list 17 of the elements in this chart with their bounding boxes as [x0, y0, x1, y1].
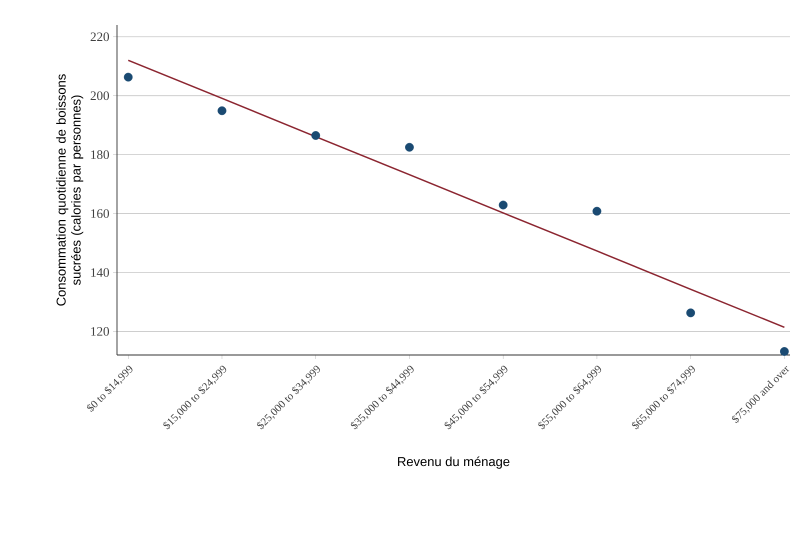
- point: [405, 142, 414, 152]
- point: [311, 131, 320, 140]
- y-tick-label: 120: [91, 327, 110, 336]
- point: [780, 347, 789, 356]
- y-tick-label: 200: [90, 91, 110, 100]
- y-tick-label: 220: [90, 32, 110, 42]
- y-axis-title: Consommation quotidienne de boissons sucrées (calories par personnes): [56, 74, 84, 306]
- y-tick-label: 180: [91, 150, 110, 160]
- point: [498, 200, 508, 210]
- point: [124, 72, 133, 82]
- point: [592, 206, 602, 216]
- point: [218, 106, 226, 116]
- line-series: [128, 60, 786, 328]
- x-axis-title: Revenu du ménage: [398, 456, 510, 469]
- point: [686, 308, 696, 318]
- y-tick-label: 140: [91, 268, 110, 277]
- y-tick-label: 160: [91, 209, 110, 218]
